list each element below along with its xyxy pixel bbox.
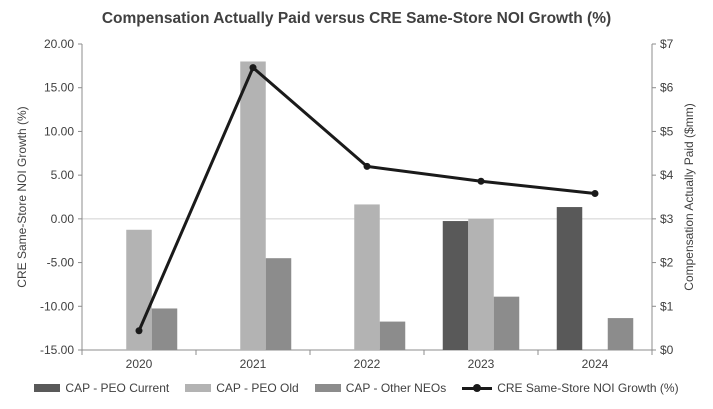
legend-label: CAP - Other NEOs — [345, 381, 447, 395]
bar — [468, 218, 494, 350]
x-tick-label: 2021 — [240, 357, 267, 371]
bar — [442, 221, 469, 350]
legend-swatch-cap-peo-old — [185, 384, 212, 392]
y2-tick-label: $7 — [660, 37, 674, 51]
bar — [379, 321, 406, 350]
y2-tick-label: $5 — [660, 124, 674, 138]
y2-tick-label: $1 — [660, 299, 674, 313]
x-tick-label: 2022 — [354, 357, 381, 371]
x-tick-label: 2024 — [582, 357, 609, 371]
legend-item-noi-growth: CRE Same-Store NOI Growth (%) — [462, 381, 679, 395]
line-point — [477, 177, 485, 185]
y2-tick-label: $2 — [660, 256, 674, 270]
legend-item-cap-other-neos: CAP - Other NEOs — [314, 381, 447, 395]
legend-swatch-noi-growth — [462, 383, 493, 393]
line-point — [135, 327, 143, 335]
legend-swatch-cap-other-neos — [314, 384, 341, 392]
y-tick-label: -10.00 — [40, 299, 74, 313]
bar — [607, 318, 634, 350]
y-tick-label: 0.00 — [51, 212, 75, 226]
y-axis-label: CRE Same-Store NOI Growth (%) — [15, 106, 29, 287]
y2-axis-label: Compensation Actually Paid ($mm) — [682, 103, 696, 290]
y-tick-label: 5.00 — [51, 168, 75, 182]
tick-labels: 20.00 15.00 10.00 5.00 0.00 -5.00 -10.00 -15.00… — [40, 37, 674, 371]
legend-item-cap-peo-current: CAP - PEO Current — [34, 381, 169, 395]
x-tick-label: 2023 — [468, 357, 495, 371]
bar — [265, 258, 292, 350]
y2-tick-label: $3 — [660, 212, 674, 226]
y2-tick-label: $0 — [660, 343, 674, 357]
line-point — [249, 64, 257, 72]
y-tick-label: -15.00 — [40, 343, 74, 357]
y-tick-label: -5.00 — [47, 256, 75, 270]
legend-label: CRE Same-Store NOI Growth (%) — [497, 381, 679, 395]
chart-title: Compensation Actually Paid versus CRE Sa… — [101, 10, 612, 27]
legend-label: CAP - PEO Current — [65, 381, 170, 395]
y2-tick-label: $4 — [660, 168, 674, 182]
y-tick-label: 20.00 — [44, 37, 74, 51]
bar — [354, 204, 380, 350]
bar — [151, 308, 178, 350]
legend-label: CAP - PEO Old — [216, 381, 299, 395]
bar — [493, 296, 520, 350]
x-tick-label: 2020 — [126, 357, 153, 371]
line-point — [363, 162, 371, 170]
bar — [240, 61, 266, 350]
y-tick-label: 15.00 — [44, 81, 74, 95]
y-tick-label: 10.00 — [44, 124, 74, 138]
legend: CAP - PEO Current CAP - PEO Old CAP - Ot… — [0, 381, 713, 395]
bars — [126, 61, 634, 350]
noi-growth-line — [135, 64, 599, 335]
line-point — [591, 190, 599, 198]
y2-tick-label: $6 — [660, 81, 674, 95]
bar — [556, 207, 583, 350]
legend-swatch-cap-peo-current — [34, 384, 61, 392]
legend-item-cap-peo-old: CAP - PEO Old — [185, 381, 299, 395]
